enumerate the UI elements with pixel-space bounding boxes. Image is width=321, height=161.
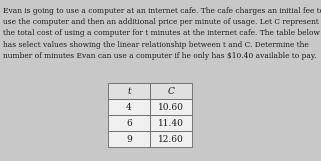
Text: 9: 9 [126, 134, 132, 143]
Text: t: t [127, 86, 131, 95]
Text: 10.60: 10.60 [158, 103, 184, 112]
Bar [108, 83, 150, 99]
Text: Evan is going to use a computer at an internet cafe. The cafe charges an initial: Evan is going to use a computer at an in… [3, 7, 321, 15]
Text: 4: 4 [126, 103, 132, 112]
Bar [108, 131, 150, 147]
Bar [108, 99, 150, 115]
Text: 12.60: 12.60 [158, 134, 184, 143]
Text: 6: 6 [126, 118, 132, 128]
Bar [150, 99, 192, 115]
Bar [150, 115, 192, 131]
Text: use the computer and then an additional price per minute of usage. Let C represe: use the computer and then an additional … [3, 18, 319, 26]
Text: C: C [168, 86, 174, 95]
Text: number of minutes Evan can use a computer if he only has $10.40 available to pay: number of minutes Evan can use a compute… [3, 52, 317, 60]
Bar [108, 115, 150, 131]
Bar [150, 131, 192, 147]
Text: the total cost of using a computer for t minutes at the internet cafe. The table: the total cost of using a computer for t… [3, 29, 320, 37]
Bar [150, 83, 192, 99]
Text: has select values showing the linear relationship between t and C. Determine the: has select values showing the linear rel… [3, 41, 309, 49]
Text: 11.40: 11.40 [158, 118, 184, 128]
